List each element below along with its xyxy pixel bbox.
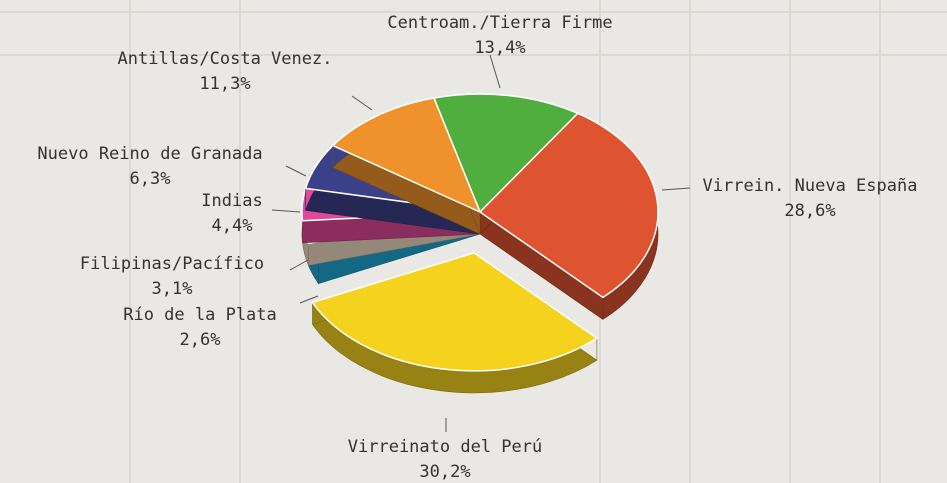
category-label: Virreinato del Perú <box>348 437 542 457</box>
leader-line <box>299 295 319 304</box>
category-label: Centroam./Tierra Firme <box>387 13 612 33</box>
leader-line <box>351 95 373 111</box>
category-label: Antillas/Costa Venez. <box>118 49 333 69</box>
value-label: 28,6% <box>784 201 835 221</box>
slice <box>311 252 598 372</box>
leader-line <box>661 187 691 191</box>
category-label: Virrein. Nueva España <box>703 176 918 196</box>
labels: Centroam./Tierra Firme 13,4% Virrein. Nuev… <box>37 13 917 482</box>
value-label: 13,4% <box>474 38 525 58</box>
leader-line <box>489 54 501 89</box>
slice <box>433 93 579 213</box>
slice <box>479 112 659 299</box>
leader-line <box>271 209 301 213</box>
category-label: Río de la Plata <box>123 305 277 325</box>
pie <box>301 93 659 394</box>
category-label: Filipinas/Pacífico <box>80 254 264 274</box>
value-label: 4,4% <box>212 216 253 236</box>
category-label: Indias <box>201 191 262 211</box>
leader-line <box>289 259 309 271</box>
value-label: 11,3% <box>199 74 250 94</box>
value-label: 2,6% <box>180 330 221 350</box>
leader-line <box>285 165 307 177</box>
category-label: Nuevo Reino de Granada <box>37 144 262 164</box>
value-label: 3,1% <box>152 279 193 299</box>
value-label: 6,3% <box>130 169 171 189</box>
value-label: 30,2% <box>419 462 470 482</box>
slice <box>332 97 481 213</box>
